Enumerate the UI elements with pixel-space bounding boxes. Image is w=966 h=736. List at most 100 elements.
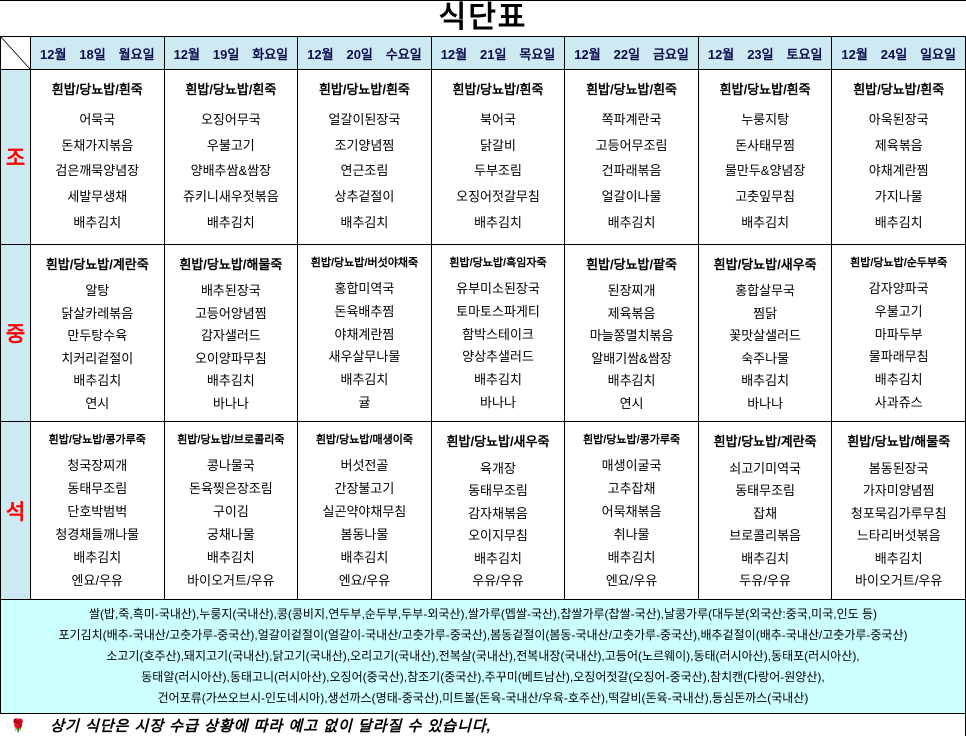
menu-item: 배추된장국 (200, 283, 261, 299)
menu-item: 배추김치 (206, 373, 255, 389)
menu-item: 배추김치 (474, 215, 522, 231)
menu-item: 바나나 (747, 395, 784, 411)
date-day: 22일 (613, 46, 641, 62)
menu-item: 구이김 (212, 504, 249, 519)
menu-items: 알탕 닭살카레볶음 만두탕수육 치커리겉절이 배추김치 연시 (32, 273, 163, 415)
menu-items: 쪽파계란국 고등어무조림 건파래볶음 얼갈이나물 배추김치 (566, 98, 697, 238)
rice-options: 흰밥/당뇨밥/해물죽 (847, 434, 951, 449)
menu-item: 돈육찢은장조림 (188, 481, 273, 496)
menu-items: 매생이굴국 고추잡채 어묵채볶음 취나물 배추김치 엔요/우유 (566, 447, 697, 593)
menu-items: 어묵국 돈채가지볶음 검은깨묵양념장 세발무생채 배추김치 (32, 98, 163, 238)
origin-line: 포기김치(배추-국내산/고춧가루-중국산),얼갈이겉절이(얼갈이-국내산/고춧가… (58, 628, 908, 642)
menu-items: 육개장 동태무조림 감자채볶음 오이지무침 배추김치 우유/우유 (433, 450, 564, 593)
rice-options: 흰밥/당뇨밥/계란죽 (713, 434, 817, 449)
menu-item: 토마토스파게티 (456, 303, 540, 319)
menu-items: 쇠고기미역국 동태무조림 잡채 브로콜리볶음 배추김치 두유/우유 (700, 450, 831, 593)
menu-item: 치커리겉절이 (61, 350, 134, 366)
menu-item: 사과쥬스 (874, 395, 923, 411)
menu-item: 연시 (619, 395, 644, 411)
menu-item: 꽃맛살샐러드 (729, 328, 802, 344)
menu-items: 봄동된장국 가자미양념찜 청포묵김가루무침 느타리버섯볶음 배추김치 바이오거트/우유 (833, 450, 964, 593)
menu-item: 만두탕수육 (67, 328, 128, 344)
date-weekday: 금요일 (652, 46, 689, 62)
date-month: 12월 (574, 46, 601, 62)
menu-item: 배추김치 (73, 550, 122, 565)
rice-options: 흰밥/당뇨밥/흰죽 (185, 82, 277, 97)
menu-item: 매생이굴국 (601, 458, 662, 473)
date-weekday: 토요일 (786, 46, 823, 62)
menu-item: 쪽파계란국 (601, 111, 662, 127)
menu-item: 배추김치 (340, 372, 389, 388)
menu-item: 새우살무나물 (328, 349, 401, 365)
menu-item: 감자채볶음 (468, 505, 528, 521)
rice-options: 흰밥/당뇨밥/계란죽 (45, 257, 149, 272)
menu-cell: 흰밥/당뇨밥/콩가루죽 매생이굴국 고추잡채 어묵채볶음 취나물 배추김치 엔요/우유 (565, 422, 699, 600)
date-day: 23일 (747, 46, 774, 62)
rice-options: 흰밥/당뇨밥/해물죽 (179, 257, 283, 272)
date-day: 24일 (880, 46, 908, 62)
menu-cell: 흰밥/당뇨밥/새우죽 홍합살무국 찜닭 꽃맛살샐러드 숙주나물 배추김치 바나나 (698, 245, 833, 422)
menu-item: 고등어양념찜 (194, 305, 267, 321)
menu-item: 배추김치 (206, 550, 255, 565)
menu-item: 우불고기 (206, 137, 255, 153)
menu-items: 홍합살무국 찜닭 꽃맛살샐러드 숙주나물 배추김치 바나나 (700, 273, 831, 415)
menu-cell: 흰밥/당뇨밥/순두부죽 감자양파국 우불고기 마파두부 물파래무침 배추김치 사과쥬스 (832, 245, 966, 422)
rice-options: 흰밥/당뇨밥/콩가루죽 (582, 434, 681, 446)
menu-item: 바이오거트/우유 (855, 573, 943, 589)
menu-cell: 흰밥/당뇨밥/브로콜리죽 콩나물국 돈육찢은장조림 구이김 궁채나물 배추김치 바이오거트/… (164, 422, 299, 600)
menu-cell: 흰밥/당뇨밥/계란죽 알탕 닭살카레볶음 만두탕수육 치커리겉절이 배추김치 연시 (31, 245, 165, 422)
menu-items: 누룽지탕 돈사태무찜 물만두&양념장 고춧잎무침 배추김치 (700, 98, 831, 238)
rice-options: 흰밥/당뇨밥/새우죽 (446, 434, 550, 449)
menu-item: 봄동나물 (340, 527, 389, 542)
rice-options: 흰밥/당뇨밥/흰죽 (586, 82, 678, 97)
menu-item: 제육볶음 (874, 137, 923, 153)
menu-item: 가자미양념찜 (862, 483, 935, 499)
menu-item: 양상추샐러드 (462, 349, 534, 365)
menu-cell: 흰밥/당뇨밥/흰죽 북어국 닭갈비 두부조림 오징어젓갈무침 배추김치 (431, 70, 566, 245)
date-header: 12월 21일 목요일 (431, 37, 566, 70)
menu-item: 조기양념찜 (334, 137, 395, 153)
corner-cell (1, 37, 31, 70)
menu-item: 홍합미역국 (334, 280, 395, 296)
rice-options: 흰밥/당뇨밥/흰죽 (452, 82, 544, 97)
menu-items: 버섯전골 간장불고기 실곤약야채무침 봄동나물 배추김치 엔요/우유 (299, 447, 430, 593)
origin-line: 동태알(러시아산),동태고니(러시아산),오징어(중국산),참조기(중국산),주… (141, 670, 825, 684)
date-header: 12월 19일 화요일 (164, 37, 299, 70)
menu-item: 닭살카레볶음 (61, 305, 134, 321)
menu-item: 콩나물국 (206, 458, 255, 473)
menu-item: 누룽지탕 (741, 111, 790, 127)
meal-row-label: 조 (1, 70, 31, 245)
menu-items: 얼갈이된장국 조기양념찜 연근조림 상추겉절이 배추김치 (299, 98, 430, 238)
rice-options: 흰밥/당뇨밥/브로콜리죽 (177, 434, 285, 446)
menu-item: 오징어젓갈무침 (456, 189, 540, 205)
menu-table: 12월 18일 월요일 12월 19일 화요일 12월 20일 수요일 12월 21일 목요일 12월 2… (0, 36, 966, 600)
rice-options: 흰밥/당뇨밥/흰죽 (853, 82, 945, 97)
rice-options: 흰밥/당뇨밥/새우죽 (713, 257, 817, 272)
menu-items: 아욱된장국 제육볶음 야채계란찜 가지나물 배추김치 (833, 98, 964, 238)
date-day: 18일 (79, 46, 106, 62)
menu-item: 감자샐러드 (200, 328, 261, 344)
menu-items: 배추된장국 고등어양념찜 감자샐러드 오이양파무침 배추김치 바나나 (166, 273, 297, 415)
date-month: 12월 (707, 46, 735, 62)
menu-items: 홍합미역국 돈육배추찜 야채계란찜 새우살무나물 배추김치 귤 (299, 270, 430, 415)
menu-cell: 흰밥/당뇨밥/흰죽 얼갈이된장국 조기양념찜 연근조림 상추겉절이 배추김치 (298, 70, 432, 245)
menu-item: 귤 (358, 395, 371, 411)
date-weekday: 월요일 (118, 46, 155, 62)
menu-item: 배추김치 (474, 550, 522, 566)
date-day: 21일 (480, 46, 507, 62)
origin-footer: 쌀(밥,죽,흑미-국내산),누룽지(국내산),콩(콩비지,연두부,순두부,두부-… (0, 600, 966, 714)
menu-item: 상추겉절이 (334, 189, 395, 205)
menu-item: 닭갈비 (480, 137, 516, 153)
menu-item: 배추김치 (874, 215, 923, 231)
menu-item: 돈사태무찜 (735, 137, 796, 153)
menu-items: 콩나물국 돈육찢은장조림 구이김 궁채나물 배추김치 바이오거트/우유 (166, 447, 297, 593)
menu-item: 실곤약야채무침 (322, 504, 407, 519)
menu-item: 가지나물 (874, 189, 923, 205)
date-weekday: 일요일 (920, 46, 956, 62)
menu-cell: 흰밥/당뇨밥/흰죽 어묵국 돈채가지볶음 검은깨묵양념장 세발무생채 배추김치 (31, 70, 165, 245)
menu-item: 배추김치 (206, 215, 255, 231)
menu-item: 고등어무조림 (595, 137, 668, 153)
menu-item: 두부조림 (474, 163, 522, 179)
date-header: 12월 20일 수요일 (298, 37, 432, 70)
menu-cell: 흰밥/당뇨밥/콩가루죽 청국장찌개 동태무조림 단호박범벅 청경채들깨나물 배추김치 엔요/… (31, 422, 165, 600)
